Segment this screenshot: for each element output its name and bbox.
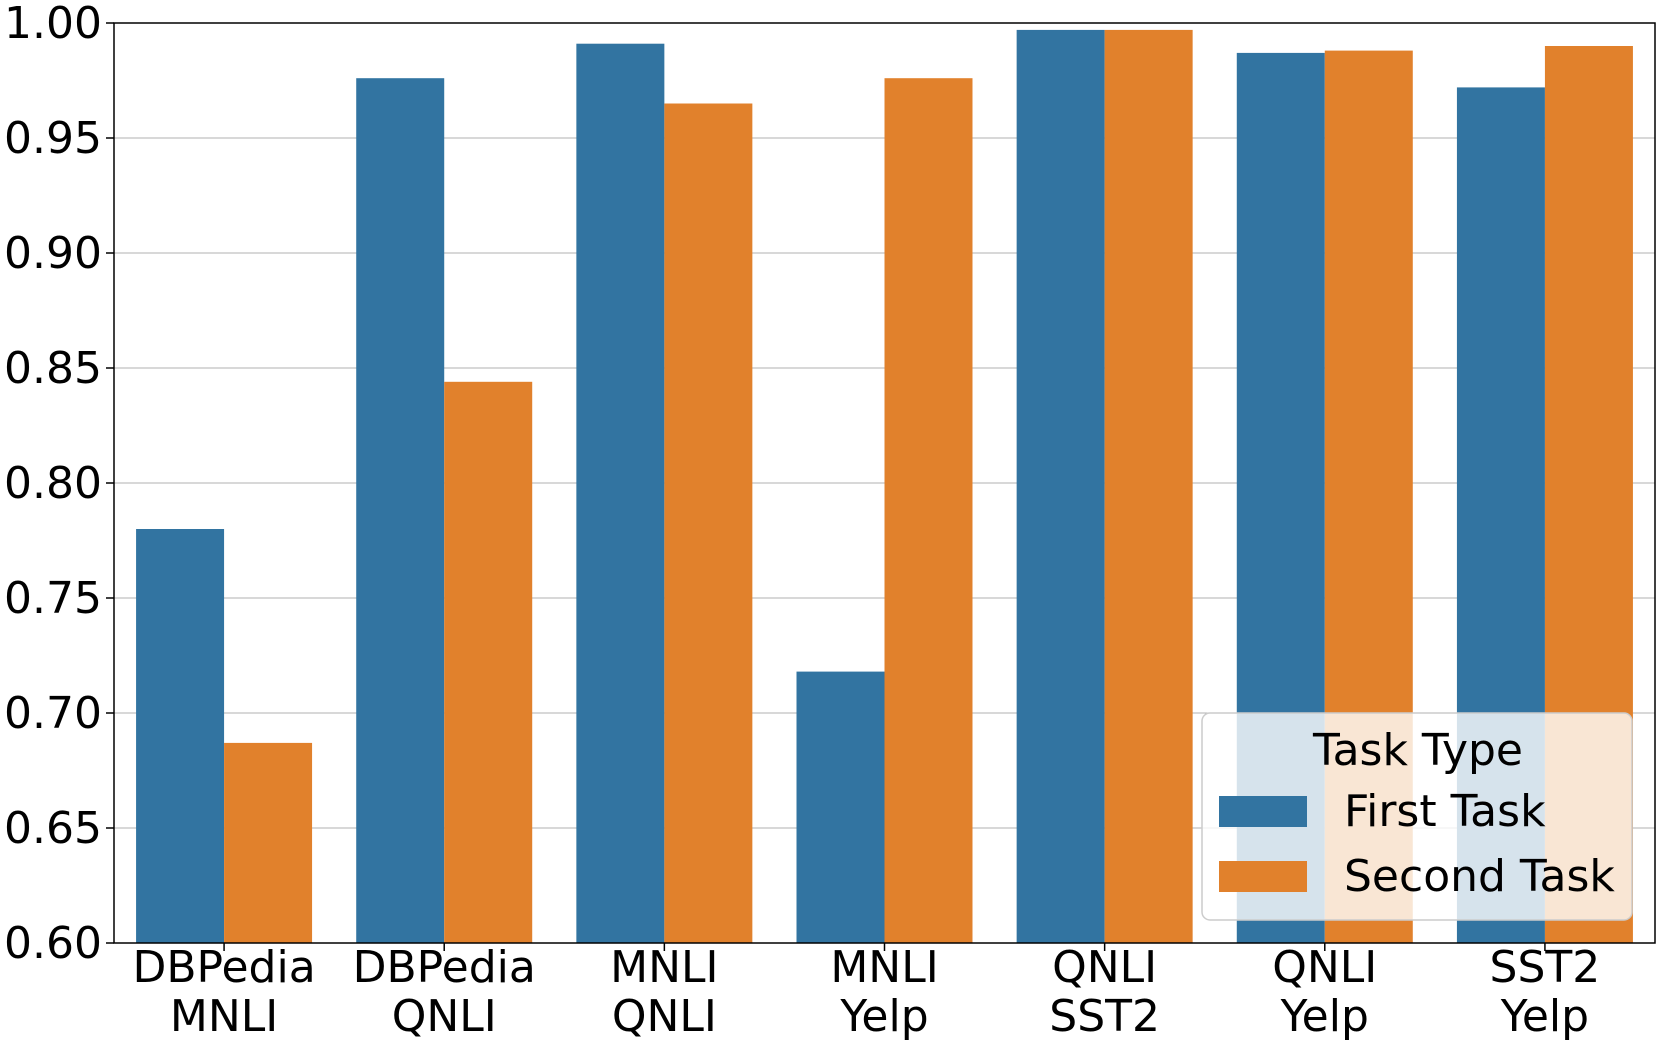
y-tick-label: 1.00 [4, 0, 102, 49]
x-tick-label: MNLI [170, 991, 278, 1042]
y-tick-label: 0.85 [4, 343, 102, 394]
legend-box [1201, 712, 1633, 921]
bar-second-task-4 [1104, 29, 1193, 943]
x-tick-label: SST2 [1049, 991, 1160, 1042]
bar-second-task-3 [884, 78, 973, 943]
x-tick-label: QNLI [1272, 942, 1377, 993]
y-tick-label: 0.90 [4, 228, 102, 279]
x-tick-label: MNLI [610, 942, 718, 993]
legend-title: Task Type [1312, 725, 1523, 776]
y-tick-label: 0.65 [4, 803, 102, 854]
x-tick-label: QNLI [392, 991, 497, 1042]
x-tick-label: MNLI [830, 942, 938, 993]
legend: Task Type First Task Second Task [1201, 712, 1633, 921]
bar-first-task-4 [1016, 29, 1105, 943]
y-tick-label: 0.60 [4, 918, 102, 969]
bar-second-task-0 [224, 742, 313, 943]
x-tick-label: QNLI [1052, 942, 1157, 993]
bar-second-task-2 [664, 103, 753, 943]
x-tick-label: SST2 [1490, 942, 1601, 993]
y-axis: 0.60 0.65 0.70 0.75 0.80 0.85 0.90 0.95 1.00 [4, 0, 114, 969]
legend-swatch [1219, 861, 1307, 892]
legend-swatch [1219, 796, 1307, 827]
x-tick-label: Yelp [1500, 991, 1589, 1042]
y-tick-label: 0.80 [4, 458, 102, 509]
bar-second-task-1 [444, 381, 533, 943]
y-tick-label: 0.95 [4, 113, 102, 164]
x-axis: DBPediaMNLIDBPediaQNLIMNLIQNLIMNLIYelpQN… [132, 942, 1600, 1042]
x-tick-label: DBPedia [353, 942, 536, 993]
x-tick-label: QNLI [612, 991, 717, 1042]
x-tick-label: DBPedia [132, 942, 315, 993]
x-tick-label: Yelp [839, 991, 928, 1042]
bar-first-task-2 [576, 43, 665, 943]
legend-label: First Task [1344, 786, 1546, 837]
bar-first-task-3 [796, 671, 885, 943]
y-tick-label: 0.75 [4, 573, 102, 624]
legend-label: Second Task [1344, 851, 1615, 902]
y-tick-label: 0.70 [4, 688, 102, 739]
bar-first-task-1 [356, 78, 445, 943]
x-tick-label: Yelp [1280, 991, 1369, 1042]
bar-first-task-0 [136, 529, 225, 943]
